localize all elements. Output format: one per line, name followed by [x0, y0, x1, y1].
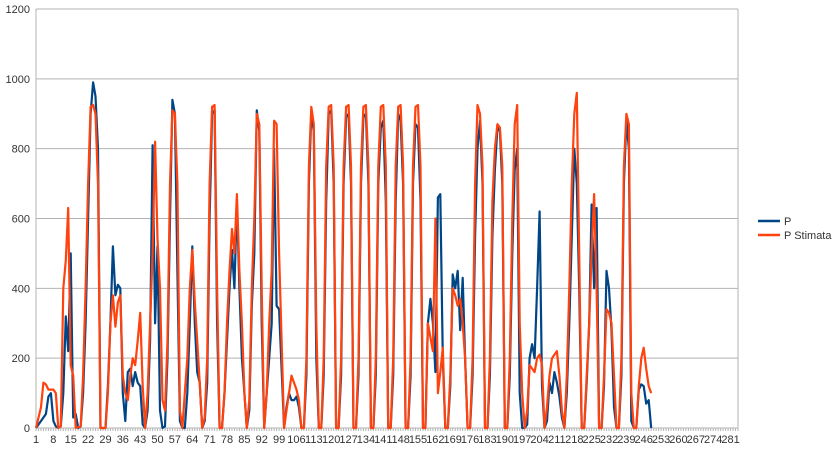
series-lines — [34, 81, 653, 430]
x-tick-label: 176 — [461, 434, 479, 446]
x-tick-label: 99 — [273, 434, 285, 446]
y-tick-label: 1000 — [6, 74, 30, 86]
x-tick-label: 85 — [238, 434, 250, 446]
x-tick-label: 29 — [99, 434, 111, 446]
x-tick-label: 1 — [33, 434, 39, 446]
legend-label: P Stimata — [784, 230, 832, 242]
x-tick-label: 260 — [669, 434, 687, 446]
x-tick-label: 113 — [305, 434, 323, 446]
x-tick-label: 148 — [391, 434, 409, 446]
x-tick-label: 127 — [339, 434, 357, 446]
x-tick-label: 239 — [617, 434, 635, 446]
y-tick-label: 400 — [12, 283, 30, 295]
x-tick-label: 162 — [426, 434, 444, 446]
x-tick-label: 71 — [204, 434, 216, 446]
x-tick-label: 43 — [134, 434, 146, 446]
x-tick-label: 106 — [287, 434, 305, 446]
x-tick-label: 281 — [721, 434, 739, 446]
y-tick-label: 800 — [12, 144, 30, 156]
y-tick-label: 1200 — [6, 4, 30, 16]
x-tick-label: 134 — [357, 434, 375, 446]
y-tick-label: 600 — [12, 214, 30, 226]
x-tick-label: 274 — [704, 434, 722, 446]
legend-label: P — [784, 216, 791, 228]
x-tick-label: 50 — [151, 434, 163, 446]
x-tick-label: 211 — [548, 434, 566, 446]
y-tick-label: 200 — [12, 353, 30, 365]
x-tick-label: 169 — [444, 434, 462, 446]
x-tick-label: 253 — [652, 434, 670, 446]
x-tick-label: 8 — [50, 434, 56, 446]
x-tick-label: 197 — [513, 434, 531, 446]
x-tick-label: 141 — [374, 434, 392, 446]
x-tick-label: 120 — [322, 434, 340, 446]
x-tick-label: 183 — [478, 434, 496, 446]
x-tick-label: 78 — [221, 434, 233, 446]
x-tick-label: 64 — [186, 434, 198, 446]
x-tick-label: 15 — [65, 434, 77, 446]
y-tick-label: 0 — [24, 423, 30, 435]
x-tick-label: 57 — [169, 434, 181, 446]
x-tick-label: 190 — [496, 434, 514, 446]
series-line-p-stimata — [34, 91, 653, 430]
x-tick-label: 36 — [117, 434, 129, 446]
x-tick-label: 232 — [600, 434, 618, 446]
x-tick-label: 155 — [409, 434, 427, 446]
x-tick-label: 22 — [82, 434, 94, 446]
x-tick-label: 225 — [582, 434, 600, 446]
legend: P P Stimata — [758, 216, 832, 242]
x-tick-label: 204 — [530, 434, 548, 446]
x-tick-label: 267 — [687, 434, 705, 446]
x-tick-label: 218 — [565, 434, 583, 446]
x-tick-label: 246 — [635, 434, 653, 446]
x-axis: 1 8 15 22 29 36 43 50 57 64 71 78 85 92 99 106 113 120 127… — [33, 428, 740, 446]
x-tick-label: 92 — [256, 434, 268, 446]
y-axis: 0 200 400 600 800 1000 1200 — [6, 4, 30, 435]
